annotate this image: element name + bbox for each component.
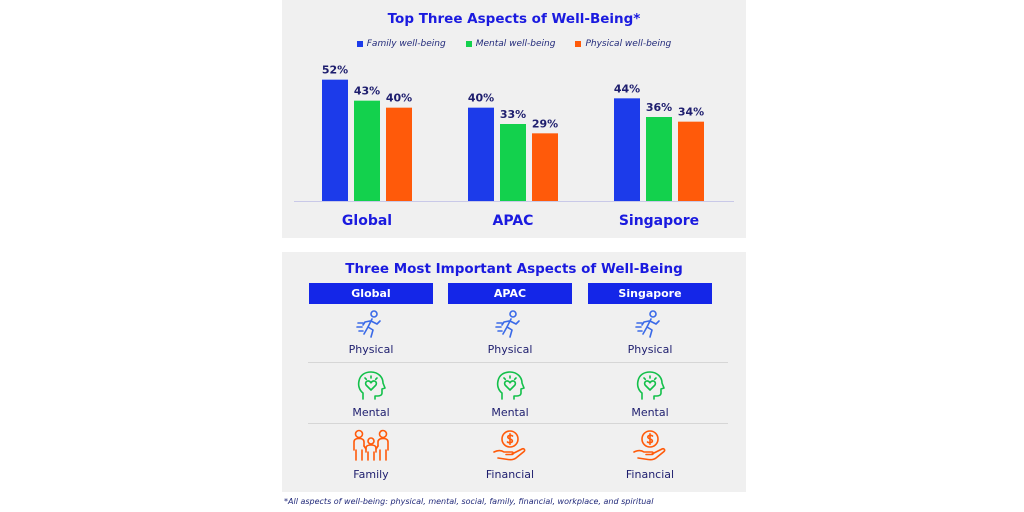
data-label: 40%	[468, 92, 494, 105]
cell-label: Physical	[348, 343, 394, 356]
bar-apac-2	[532, 133, 558, 201]
cell-label: Family	[353, 468, 389, 481]
legend-swatch	[575, 41, 582, 47]
cell-label: Mental	[352, 406, 390, 419]
category-label-global: Global	[342, 213, 392, 229]
column-header-apac: APAC	[448, 283, 572, 304]
bar-singapore-0	[614, 98, 640, 201]
cell-global-mental: Mental	[309, 365, 433, 422]
mind-heart-icon	[636, 371, 665, 400]
money-hand-icon	[493, 430, 526, 461]
cell-label: Physical	[627, 343, 673, 356]
bar-global-2	[386, 107, 412, 201]
cell-label: Mental	[491, 406, 529, 419]
footnote: *All aspects of well-being: physical, me…	[284, 497, 654, 506]
cell-singapore-financial: Financial	[588, 426, 712, 484]
cell-apac-financial: Financial	[448, 426, 572, 484]
running-person-icon	[356, 310, 381, 338]
row-divider	[308, 362, 728, 363]
chart-title: Top Three Aspects of Well-Being*	[387, 11, 641, 27]
mind-heart-icon	[496, 371, 525, 400]
mind-heart-icon	[357, 371, 386, 400]
money-hand-icon	[633, 430, 666, 461]
bar-singapore-1	[646, 117, 672, 201]
family-icon	[353, 429, 389, 461]
running-person-icon	[495, 310, 520, 338]
cell-singapore-physical: Physical	[588, 306, 712, 362]
data-label: 33%	[500, 108, 526, 121]
chart-legend: Family well-being Mental well-being Phys…	[282, 39, 746, 49]
column-header-singapore: Singapore	[588, 283, 712, 304]
category-label-apac: APAC	[493, 213, 534, 229]
cell-label: Physical	[487, 343, 533, 356]
bar-global-0	[322, 79, 348, 201]
legend-item-family: Family well-being	[356, 39, 446, 49]
legend-item-physical: Physical well-being	[575, 39, 671, 49]
bar-chart: 52% 43% 40% Global 40% 33% 29% APAC 44% 36% 34% Sin…	[294, 64, 734, 229]
bar-apac-1	[500, 124, 526, 201]
bar-singapore-2	[678, 121, 704, 201]
cell-label: Financial	[625, 468, 675, 481]
legend-label: Physical well-being	[585, 39, 672, 49]
data-label: 40%	[386, 92, 412, 105]
cell-apac-physical: Physical	[448, 306, 572, 362]
legend-swatch	[465, 41, 472, 47]
cell-global-physical: Physical	[309, 306, 433, 362]
legend-swatch	[356, 41, 363, 47]
data-label: 34%	[678, 106, 704, 119]
legend-label: Family well-being	[366, 39, 446, 49]
bottom-table-panel: Three Most Important Aspects of Well-Bei…	[282, 252, 746, 492]
table-title: Three Most Important Aspects of Well-Bei…	[345, 261, 683, 277]
legend-item-mental: Mental well-being	[465, 39, 556, 49]
top-chart-panel: Top Three Aspects of Well-Being* Family …	[282, 0, 746, 238]
data-label: 52%	[322, 64, 348, 77]
cell-label: Financial	[485, 468, 535, 481]
category-label-singapore: Singapore	[619, 213, 699, 229]
bar-apac-0	[468, 107, 494, 201]
bar-global-1	[354, 100, 380, 201]
data-label: 36%	[646, 101, 672, 114]
cell-label: Mental	[631, 406, 669, 419]
data-label: 29%	[532, 117, 558, 130]
data-label: 44%	[614, 82, 640, 95]
cell-singapore-mental: Mental	[588, 365, 712, 422]
running-person-icon	[635, 310, 660, 338]
cell-global-family: Family	[309, 426, 433, 484]
row-divider	[308, 423, 728, 424]
data-label: 43%	[354, 85, 380, 98]
column-header-global: Global	[309, 283, 433, 304]
legend-label: Mental well-being	[475, 39, 556, 49]
cell-apac-mental: Mental	[448, 365, 572, 422]
